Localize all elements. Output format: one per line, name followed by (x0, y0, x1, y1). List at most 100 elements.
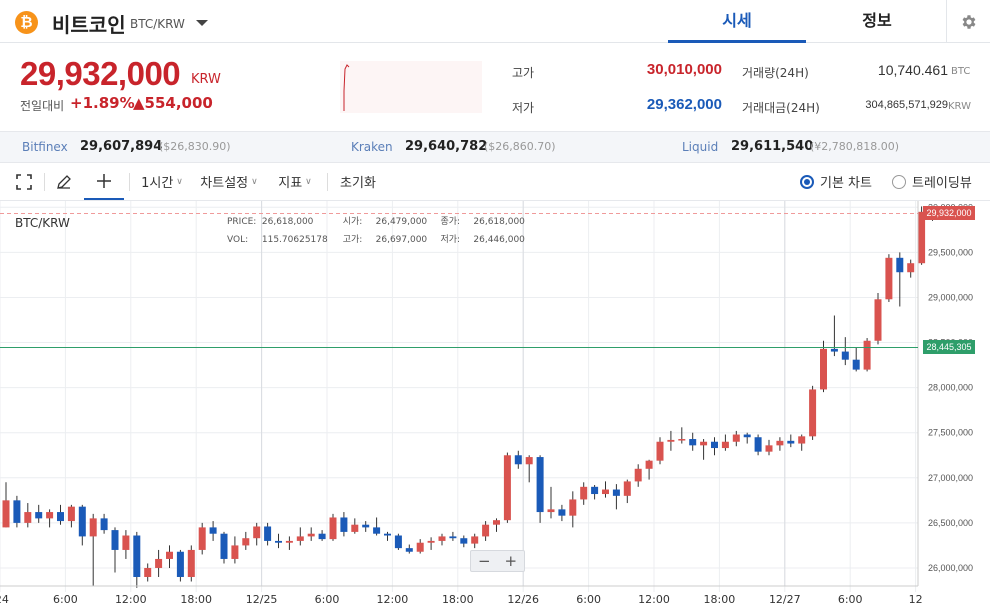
chart-settings-label: 차트설정 (200, 176, 249, 191)
candle-body (78, 506, 86, 537)
y-tick-label: 26,500,000 (928, 518, 973, 528)
candle-body (874, 299, 882, 341)
exchange-foreign-price: ($26,830.90) (159, 140, 231, 153)
candle-body (514, 455, 522, 465)
candle-body (700, 441, 708, 446)
x-tick-label: 18:00 (180, 593, 212, 606)
candle-body (754, 437, 762, 452)
candle-body (732, 434, 740, 442)
candle-body (809, 389, 817, 437)
indicators-label: 지표 (278, 176, 303, 191)
candle-body (787, 440, 795, 444)
candle-body (329, 517, 337, 540)
candle-body (89, 518, 97, 537)
basic-chart-radio[interactable]: 기본 차트 (800, 163, 882, 200)
candle-body (525, 457, 533, 465)
x-tick-label: 12:00 (638, 593, 670, 606)
volume-value: 10,740.461 (877, 62, 948, 78)
candle-body (765, 445, 773, 452)
divider (44, 173, 45, 191)
gear-icon[interactable] (946, 0, 990, 43)
exchange-name[interactable]: Kraken (351, 140, 393, 154)
indicators-button[interactable]: 지표 ∨ (272, 163, 318, 200)
x-tick-label: 18:00 (704, 593, 736, 606)
divider (129, 173, 130, 191)
candle-body (373, 527, 381, 534)
candle-body (24, 512, 32, 523)
candle-body (830, 348, 838, 352)
candle-body (394, 535, 402, 549)
chart-settings-button[interactable]: 차트설정 ∨ (193, 163, 265, 200)
candle-body (155, 558, 163, 568)
tradingview-radio[interactable]: 트레이딩뷰 (892, 163, 988, 200)
pencil-draw-icon[interactable] (50, 163, 78, 200)
candle-body (645, 460, 653, 469)
candle-body (634, 468, 642, 482)
candle-body (231, 545, 239, 559)
y-tick-label: 27,000,000 (928, 473, 973, 483)
candle-body (602, 489, 609, 495)
candle-body (656, 441, 664, 461)
tab-market[interactable]: 시세 (668, 0, 806, 43)
ohlc-legend: PRICE: 26,618,000 시가: 26,479,000 종가: 26,… (227, 213, 525, 249)
chevron-down-icon: ∨ (251, 176, 258, 187)
candle-body (405, 548, 413, 552)
candle-body (493, 520, 500, 525)
trade-amount-label: 거래대금(24H) (742, 101, 820, 115)
price-unit: KRW (191, 72, 221, 87)
reset-button[interactable]: 초기화 (340, 176, 376, 191)
current-price-tag: 29,932,000 (923, 206, 975, 221)
interval-label: 1시간 (141, 176, 174, 191)
candle-body (863, 340, 871, 370)
y-tick-label: 29,000,000 (928, 292, 973, 302)
ohlc-close: 26,618,000 (473, 217, 525, 227)
x-tick-label: 12:00 (377, 593, 409, 606)
current-price: 29,932,000 (20, 55, 181, 92)
x-tick-label: 12/26 (507, 593, 539, 606)
x-tick-label: 12/25 (246, 593, 278, 606)
coin-pair: BTC/KRW (130, 17, 185, 31)
exchange-foreign-price: (¥2,780,818.00) (810, 140, 900, 153)
ohlc-low: 26,446,000 (473, 235, 525, 245)
header: ₿ 비트코인 BTC/KRW 시세 정보 (0, 0, 990, 43)
ohlc-open-label: 시가: (342, 217, 363, 227)
zoom-out-button[interactable]: − (477, 552, 491, 570)
candle-body (198, 527, 206, 550)
divider (327, 173, 328, 191)
exchange-name[interactable]: Bitfinex (22, 140, 68, 154)
ohlc-high-label: 고가: (342, 235, 363, 245)
mini-sparkline-chart (340, 61, 482, 113)
ohlc-vol-label: VOL: (227, 235, 249, 245)
interval-select[interactable]: 1시간 ∨ (134, 163, 190, 200)
ohlc-price-label: PRICE: (227, 217, 257, 227)
candle-body (482, 524, 490, 537)
candlestick-chart[interactable]: 26,000,000 26,500,000 27,000,000 27,500,000… (0, 201, 990, 615)
high-value: 30,010,000 (646, 61, 722, 78)
candle-body (667, 439, 675, 442)
candle-body (558, 509, 566, 516)
candle-body (253, 526, 261, 539)
candle-body (841, 351, 849, 360)
candle-body (743, 434, 751, 438)
zoom-control: − + (470, 550, 525, 572)
candle-body (384, 533, 391, 536)
crosshair-icon[interactable] (84, 163, 124, 200)
x-tick-label: 12:00 (115, 593, 147, 606)
exchange-name[interactable]: Liquid (682, 140, 719, 154)
candle-body (591, 486, 599, 495)
candle-body (460, 538, 468, 544)
coin-select-chevron-down-icon[interactable] (193, 14, 211, 32)
change-amount: ▲554,000 (133, 94, 213, 112)
fullscreen-icon[interactable] (10, 163, 38, 200)
chevron-down-icon: ∨ (305, 176, 312, 187)
x-tick-label: 6:00 (576, 593, 601, 606)
tab-info[interactable]: 정보 (862, 11, 892, 30)
radio-checked-icon (800, 174, 814, 189)
candle-body (918, 211, 926, 264)
candle-body (449, 536, 457, 539)
candle-body (885, 257, 893, 300)
candle-body (2, 500, 10, 528)
candle-body (580, 486, 588, 500)
zoom-in-button[interactable]: + (504, 552, 518, 570)
tradingview-label: 트레이딩뷰 (912, 176, 972, 191)
